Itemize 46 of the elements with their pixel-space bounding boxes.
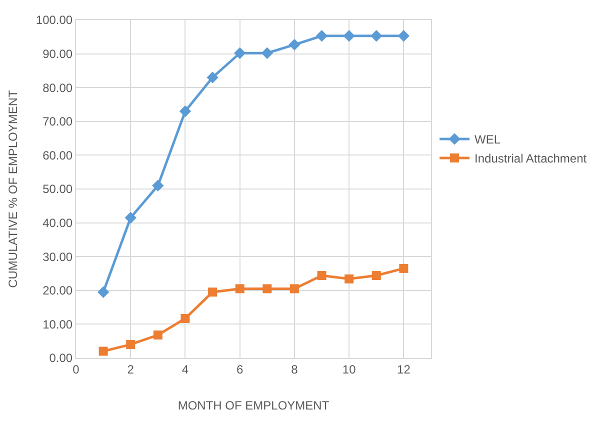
point <box>98 346 108 356</box>
y-tick-label: 80.00 <box>42 80 73 95</box>
y-axis-title: CUMULATIVE % OF EMPLOYMENT <box>6 89 20 288</box>
point <box>370 30 382 42</box>
y-tick-label: 70.00 <box>42 114 73 129</box>
point <box>179 105 192 118</box>
y-tick-label: 0.00 <box>49 351 73 366</box>
y-tick-label: 10.00 <box>42 317 73 332</box>
point <box>317 271 326 280</box>
point <box>126 340 136 349</box>
x-tick-label: 6 <box>236 362 244 376</box>
point <box>290 284 299 294</box>
point <box>398 30 410 42</box>
x-tick-label: 2 <box>127 362 134 376</box>
point <box>316 30 328 42</box>
point <box>208 288 218 297</box>
point <box>344 274 354 284</box>
y-tick-label: 60.00 <box>42 148 73 162</box>
point <box>372 271 381 280</box>
y-tick-label: 30.00 <box>42 250 73 264</box>
x-tick-label: 10 <box>342 362 356 376</box>
x-tick-label: 4 <box>182 362 189 376</box>
point <box>262 284 272 294</box>
x-tick-label: 8 <box>291 362 298 376</box>
point <box>206 72 218 84</box>
point <box>152 180 164 192</box>
x-tick-label: 12 <box>397 362 411 376</box>
point <box>343 30 355 42</box>
point <box>261 47 273 59</box>
legend-label: WEL <box>474 132 501 147</box>
point <box>399 264 408 273</box>
point <box>180 314 190 323</box>
point <box>153 330 162 340</box>
point <box>288 38 300 51</box>
y-tick-label: 90.00 <box>42 47 73 61</box>
point <box>97 286 110 298</box>
point <box>235 284 244 294</box>
x-tick-label: 0 <box>72 362 80 376</box>
point <box>124 212 136 224</box>
y-tick-label: 40.00 <box>42 216 73 230</box>
legend-label: Industrial Attachment <box>474 152 588 166</box>
x-axis-title: MONTH OF EMPLOYMENT <box>178 398 330 412</box>
point <box>234 47 246 59</box>
y-tick-label: 100.00 <box>36 13 73 28</box>
y-tick-label: 20.00 <box>42 284 73 298</box>
y-tick-label: 50.00 <box>42 182 73 196</box>
